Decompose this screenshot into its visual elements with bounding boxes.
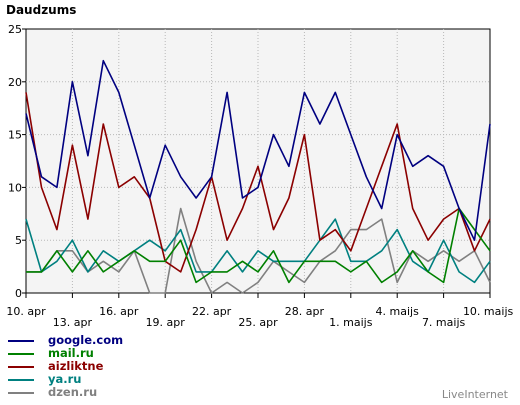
x-axis: 10. apr 13. apr 16. apr 19. apr 22. apr 25. a… (6, 293, 514, 329)
chart-title: Daudzums (6, 3, 76, 17)
x-tick-label: 19. apr (146, 316, 186, 329)
series-line-aizliktne (25, 92, 491, 273)
x-tick-label: 1. maijs (329, 316, 373, 329)
legend-label-aizliktne: aizliktne (48, 359, 104, 373)
legend-swatch-ya (8, 378, 34, 381)
legend-label-mail: mail.ru (48, 346, 94, 360)
legend-item-aizliktne: aizliktne (8, 360, 123, 373)
x-tick-label: 28. apr (285, 305, 325, 318)
x-tick-label: 13. apr (53, 316, 93, 329)
x-tick-label: 25. apr (238, 316, 278, 329)
y-tick-label: 0 (15, 287, 22, 300)
y-tick-label: 5 (15, 234, 22, 247)
legend-swatch-dzen (8, 391, 34, 394)
credit-label: LiveInternet (441, 388, 508, 401)
legend-label-google: google.com (48, 333, 124, 347)
x-tick-label: 22. apr (192, 305, 232, 318)
y-tick-label: 10 (8, 181, 22, 194)
legend-label-ya: ya.ru (48, 372, 82, 386)
x-tick-label: 10. maijs (463, 305, 514, 318)
series-lines (25, 59, 491, 294)
legend-swatch-mail (8, 352, 34, 355)
legend-item-ya: ya.ru (8, 373, 123, 386)
legend-label-dzen: dzen.ru (48, 385, 98, 399)
legend: google.com mail.ru aizliktne ya.ru dzen.… (8, 334, 123, 399)
y-tick-label: 15 (8, 129, 22, 142)
legend-item-mail: mail.ru (8, 347, 123, 360)
series-line-google-com (25, 59, 491, 241)
y-tick-label: 25 (8, 23, 22, 36)
y-axis: 0 5 10 15 20 25 (8, 23, 26, 300)
line-chart: Daudzums 0 5 10 15 20 25 10. apr 13. apr 16. ap… (6, 3, 514, 329)
x-tick-label: 10. apr (6, 305, 46, 318)
series-line-ya-ru (25, 218, 491, 284)
x-tick-label: 4. maijs (376, 305, 420, 318)
x-tick-label: 16. apr (99, 305, 139, 318)
series-line-mail-ru (26, 207, 491, 284)
legend-item-dzen: dzen.ru (8, 386, 123, 399)
x-tick-label: 7. maijs (422, 316, 466, 329)
legend-item-google: google.com (8, 334, 123, 347)
y-tick-label: 20 (8, 76, 22, 89)
legend-swatch-google (8, 339, 34, 342)
legend-swatch-aizliktne (8, 365, 34, 368)
